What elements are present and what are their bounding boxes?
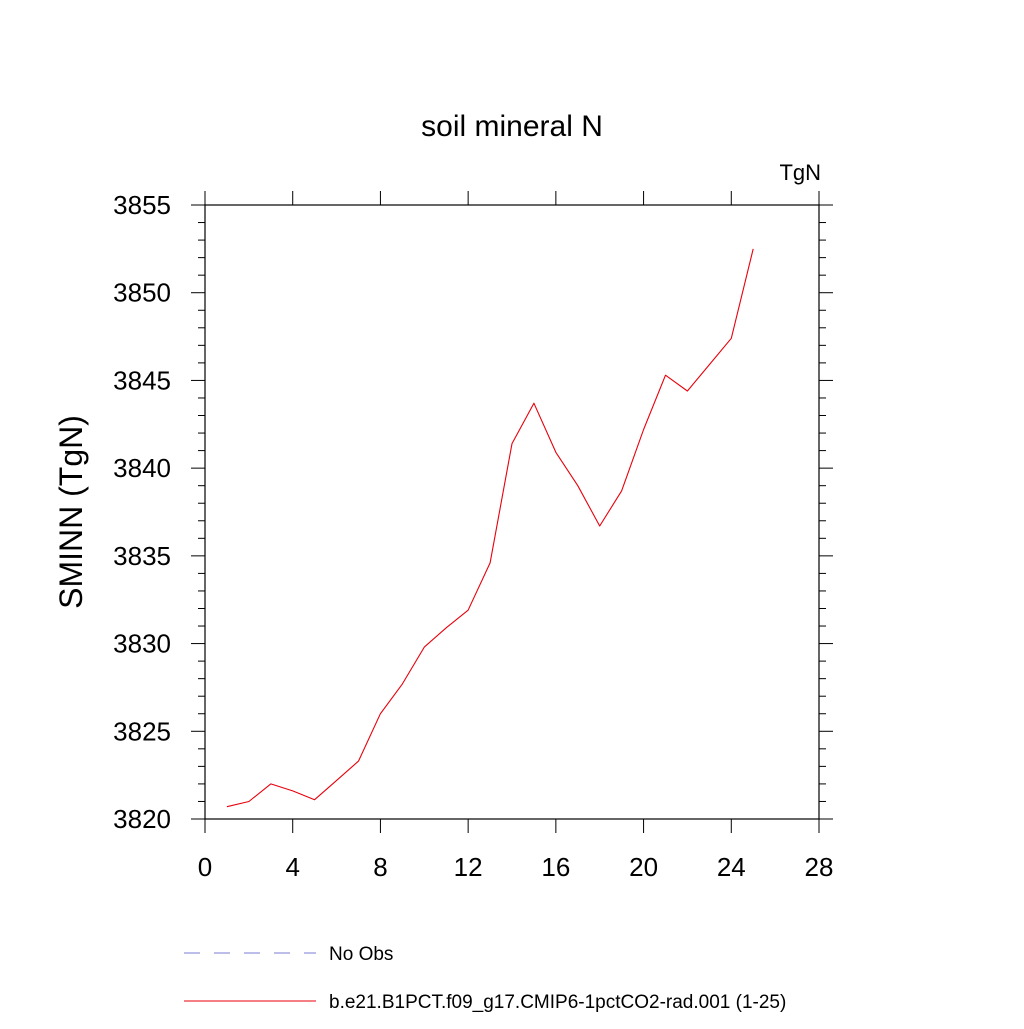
y-tick-label: 3825: [113, 716, 171, 746]
legend: No Obs b.e21.B1PCT.f09_g17.CMIP6-1pctCO2…: [184, 944, 786, 1013]
tick-labels: 0 4 8 12 16 20 24 28 3820 3825 3830 3835 3840 3845 385…: [113, 190, 833, 882]
x-tick-label: 12: [454, 852, 483, 882]
x-tick-label: 20: [629, 852, 658, 882]
x-tick-label: 24: [717, 852, 746, 882]
axis-ticks: [191, 191, 833, 833]
y-tick-label: 3835: [113, 541, 171, 571]
y-tick-label: 3820: [113, 804, 171, 834]
x-tick-label: 8: [373, 852, 387, 882]
units-label: TgN: [779, 160, 821, 185]
series-group: [226, 248, 754, 808]
x-tick-label: 4: [285, 852, 299, 882]
plot-frame: [204, 204, 820, 820]
x-tick-label: 0: [198, 852, 212, 882]
x-tick-label: 28: [805, 852, 834, 882]
x-tick-label: 16: [541, 852, 570, 882]
y-tick-label: 3830: [113, 629, 171, 659]
legend-label-no-obs: No Obs: [329, 944, 393, 965]
series-line: [226, 248, 754, 808]
legend-label-model-run: b.e21.B1PCT.f09_g17.CMIP6-1pctCO2-rad.00…: [329, 992, 786, 1013]
y-axis-label: SMINN (TgN): [53, 415, 89, 609]
y-tick-label: 3855: [113, 190, 171, 220]
y-tick-label: 3840: [113, 453, 171, 483]
chart-title: soil mineral N: [421, 110, 603, 143]
y-tick-label: 3845: [113, 365, 171, 395]
y-tick-label: 3850: [113, 278, 171, 308]
